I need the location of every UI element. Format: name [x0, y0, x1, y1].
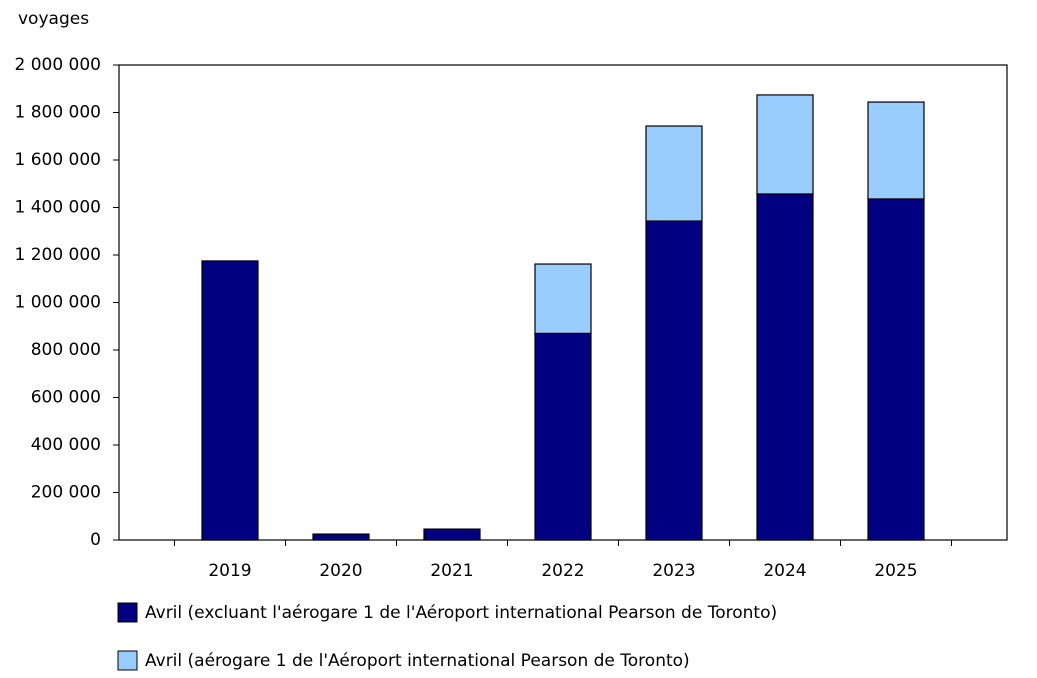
- y-tick-label: 800 000: [31, 340, 101, 360]
- y-tick-label: 1 800 000: [14, 103, 101, 123]
- x-tick-label: 2024: [763, 561, 806, 581]
- legend-label: Avril (excluant l'aérogare 1 de l'Aéropo…: [145, 603, 777, 623]
- y-axis-label: voyages: [18, 9, 89, 29]
- bar-segment: [312, 533, 370, 541]
- y-tick-label: 1 000 000: [14, 293, 101, 313]
- bar-segment: [201, 260, 259, 541]
- y-tick-label: 1 200 000: [14, 245, 101, 265]
- x-tick-label: 2023: [652, 561, 695, 581]
- x-tick-label: 2021: [430, 561, 473, 581]
- bar-segment: [534, 263, 592, 334]
- bar-segment: [867, 101, 925, 200]
- bar-segment: [756, 193, 814, 541]
- legend-label: Avril (aérogare 1 de l'Aéroport internat…: [145, 651, 690, 671]
- bar-segment: [867, 198, 925, 541]
- y-tick-label: 400 000: [31, 435, 101, 455]
- y-tick-label: 2 000 000: [14, 55, 101, 75]
- y-tick-label: 0: [90, 530, 101, 550]
- y-tick-label: 1 400 000: [14, 198, 101, 218]
- plot-frame: [118, 64, 1008, 541]
- bar-segment: [534, 332, 592, 541]
- bar-segment: [756, 94, 814, 195]
- bar-segment: [645, 125, 703, 222]
- bar-segment: [645, 220, 703, 541]
- x-tick-label: 2025: [874, 561, 917, 581]
- y-tick-label: 600 000: [31, 388, 101, 408]
- x-tick-label: 2019: [208, 561, 251, 581]
- legend-swatch: [117, 650, 138, 671]
- x-tick-label: 2020: [319, 561, 362, 581]
- x-tick-label: 2022: [541, 561, 584, 581]
- bar-segment: [423, 528, 481, 541]
- legend-swatch: [117, 602, 138, 623]
- y-tick-label: 200 000: [31, 483, 101, 503]
- y-tick-label: 1 600 000: [14, 150, 101, 170]
